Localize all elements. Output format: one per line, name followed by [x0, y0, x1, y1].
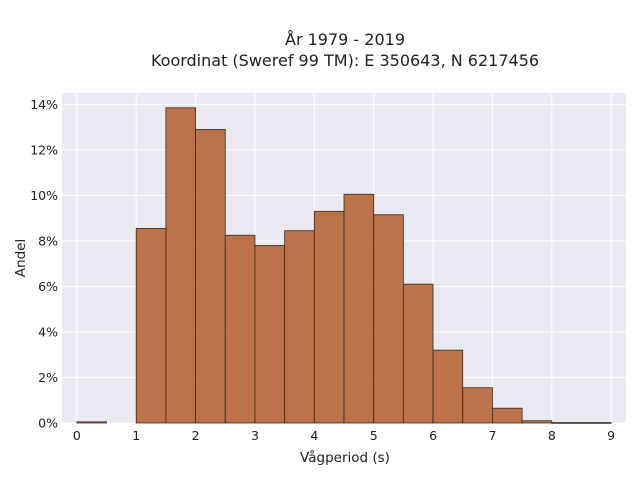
y-tick-label: 6%: [38, 279, 58, 294]
histogram-bar: [551, 422, 582, 424]
histogram-bar: [313, 210, 345, 424]
histogram-bar: [581, 422, 612, 424]
y-tick-label: 14%: [30, 97, 58, 112]
x-tick-label: 5: [370, 428, 378, 443]
histogram-bar: [373, 214, 404, 424]
x-tick-label: 1: [132, 428, 140, 443]
histogram-bar: [254, 245, 286, 424]
x-tick-label: 2: [192, 428, 200, 443]
histogram-bar: [521, 420, 553, 424]
y-tick-label: 0%: [38, 416, 58, 431]
histogram-bar: [284, 230, 315, 424]
histogram-bar: [135, 228, 167, 424]
histogram-bar: [165, 107, 196, 424]
y-tick-label: 2%: [38, 370, 58, 385]
x-tick-label: 8: [548, 428, 556, 443]
y-tick-label: 4%: [38, 324, 58, 339]
x-tick-label: 3: [251, 428, 259, 443]
histogram-bar: [195, 129, 226, 424]
histogram-bar: [76, 421, 107, 424]
y-axis-label: Andel: [13, 239, 29, 277]
histogram-bar: [432, 349, 464, 424]
x-tick-labels: 0 1 2 3 4 5 6 7 8 9: [73, 428, 615, 443]
y-tick-label: 10%: [30, 188, 58, 203]
x-tick-label: 4: [310, 428, 318, 443]
x-tick-label: 9: [607, 428, 615, 443]
x-tick-label: 7: [488, 428, 496, 443]
bars: [76, 107, 612, 424]
y-tick-labels: 0% 2% 4% 6% 8% 10% 12% 14%: [30, 97, 58, 431]
x-axis-label: Vågperiod (s): [300, 449, 390, 466]
y-tick-label: 12%: [30, 142, 58, 157]
chart-title-line2: Koordinat (Sweref 99 TM): E 350643, N 62…: [151, 51, 539, 70]
histogram-bar: [492, 407, 523, 424]
histogram-bar: [402, 283, 434, 424]
histogram-bar: [224, 234, 256, 424]
x-tick-label: 0: [73, 428, 81, 443]
y-tick-label: 8%: [38, 233, 58, 248]
histogram-bar: [462, 387, 493, 424]
x-tick-label: 6: [429, 428, 437, 443]
chart-title-line1: År 1979 - 2019: [285, 30, 405, 49]
histogram-bar: [343, 193, 375, 424]
